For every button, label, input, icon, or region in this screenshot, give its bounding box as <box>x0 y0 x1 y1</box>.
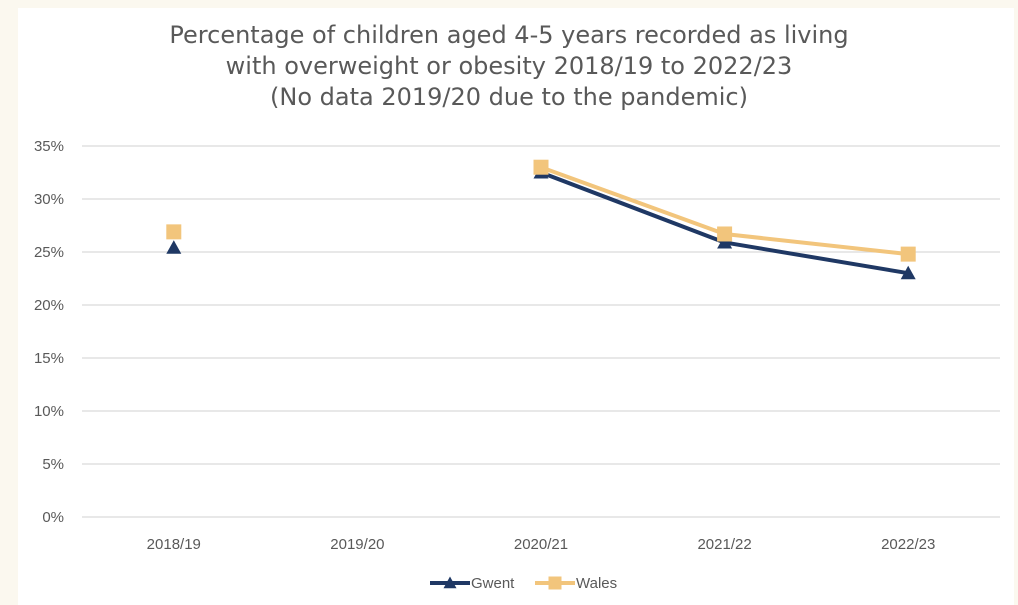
y-tick-label: 5% <box>42 456 64 473</box>
data-point-wales <box>166 224 182 240</box>
chart-title-line-1: Percentage of children aged 4-5 years re… <box>169 21 849 49</box>
y-tick-label: 20% <box>34 297 64 314</box>
chart-title-line-3: (No data 2019/20 due to the pandemic) <box>270 83 748 111</box>
y-tick-label: 25% <box>34 244 64 261</box>
data-point-wales <box>533 159 549 175</box>
legend-label-gwent: Gwent <box>471 575 515 592</box>
x-tick-label: 2018/19 <box>147 536 201 553</box>
data-point-gwent <box>717 234 733 249</box>
chart-panel <box>18 8 1014 605</box>
x-tick-label: 2020/21 <box>514 536 568 553</box>
y-tick-label: 0% <box>42 509 64 526</box>
y-tick-label: 30% <box>34 191 64 208</box>
legend-label-wales: Wales <box>576 575 617 592</box>
y-tick-label: 15% <box>34 350 64 367</box>
data-point-gwent <box>166 240 182 254</box>
data-point-wales <box>717 226 733 242</box>
data-point-wales <box>900 246 916 262</box>
x-tick-label: 2019/20 <box>330 536 384 553</box>
chart-title: Percentage of children aged 4-5 years re… <box>0 20 1018 113</box>
data-point-gwent <box>900 265 916 280</box>
x-tick-label: 2021/22 <box>697 536 751 553</box>
chart-title-line-2: with overweight or obesity 2018/19 to 20… <box>225 52 793 80</box>
x-tick-label: 2022/23 <box>881 536 935 553</box>
y-tick-label: 10% <box>34 403 64 420</box>
legend-marker-gwent <box>443 576 457 589</box>
legend-marker-wales <box>548 576 562 590</box>
y-tick-label: 35% <box>34 138 64 155</box>
